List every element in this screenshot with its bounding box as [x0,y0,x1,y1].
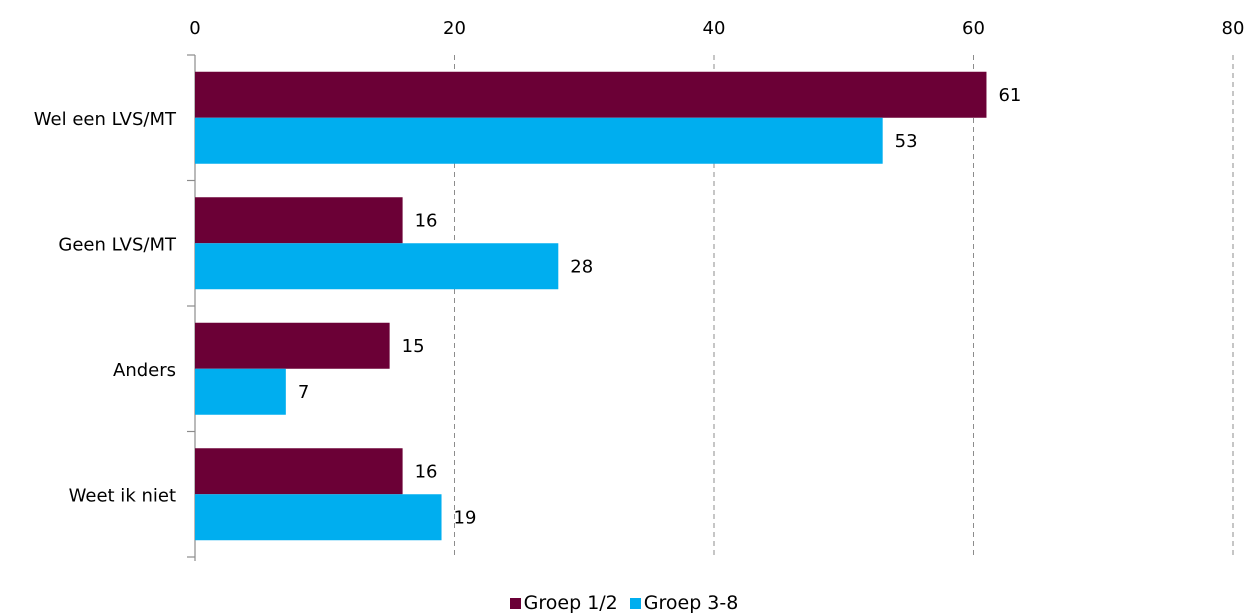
category-label-3: Weet ik niet [69,485,176,506]
data-label-1-0: 61 [998,85,1021,106]
legend-label-series-1: Groep 1/2 [523,592,618,614]
bar-2-2 [195,368,286,415]
x-tick-label-80: 80 [1222,18,1245,39]
axes [187,54,196,561]
bar-1-0 [195,71,987,118]
category-label-1: Geen LVS/MT [58,234,177,255]
legend-item-series-1: Groep 1/2 [509,592,618,614]
bars [195,71,987,541]
data-label-2-0: 53 [895,131,918,152]
x-tick-label-0: 0 [189,18,200,39]
data-label-1-1: 16 [415,210,438,231]
legend-swatch-series-2 [629,597,641,609]
legend-item-series-2: Groep 3-8 [629,592,739,614]
bar-2-1 [195,243,559,290]
bar-2-0 [195,117,883,164]
labels: 0 20 40 60 80 61 53 Wel een LVS/MT 16 28 Geen LVS/… [34,18,1245,528]
legend-swatch-series-1 [509,597,521,609]
x-tick-label-40: 40 [703,18,726,39]
x-tick-label-60: 60 [962,18,985,39]
legend: Groep 1/2 Groep 3-8 [0,592,1248,614]
category-label-0: Wel een LVS/MT [34,109,177,130]
data-label-1-2: 15 [402,336,425,357]
data-label-2-3: 19 [454,507,477,528]
category-label-2: Anders [113,360,176,381]
legend-label-series-2: Groep 3-8 [643,592,739,614]
bar-2-3 [195,494,442,541]
bar-1-1 [195,197,403,244]
data-label-2-2: 7 [298,382,309,403]
bar-1-3 [195,448,403,495]
bar-1-2 [195,322,390,369]
x-tick-label-20: 20 [443,18,466,39]
data-label-2-1: 28 [570,256,593,277]
bar-chart: 0 20 40 60 80 61 53 Wel een LVS/MT 16 28 Geen LVS/… [34,18,1245,561]
data-label-1-3: 16 [415,461,438,482]
